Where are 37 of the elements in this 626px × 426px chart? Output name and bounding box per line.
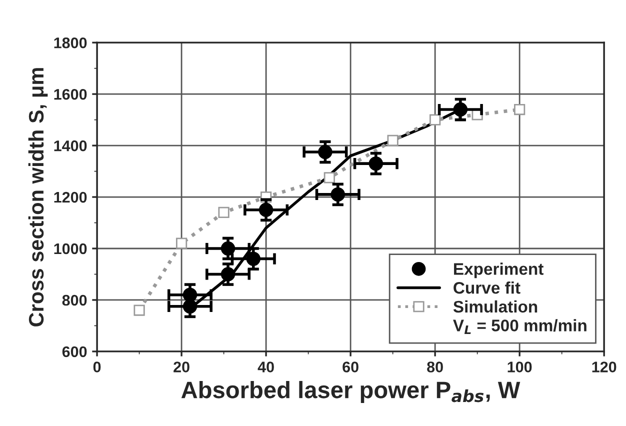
legend-label: Curve fit (454, 282, 520, 294)
legend-label: Experiment (454, 262, 544, 278)
x-axis-title: Absorbed laser power P$_{abs}$, W (181, 380, 520, 403)
point (246, 252, 260, 266)
y-tick-label: 1000 (54, 243, 87, 254)
y-tick-label: 600 (62, 346, 87, 358)
point (220, 241, 236, 256)
point (330, 187, 345, 202)
point (387, 134, 398, 146)
y-tick-label: 1800 (54, 37, 87, 48)
point (514, 104, 526, 116)
point (258, 202, 274, 218)
point (430, 114, 441, 126)
legend-label: Simulation (453, 300, 538, 313)
x-tick-label: 0 (93, 362, 101, 372)
y-tick-label: 1600 (54, 88, 87, 100)
point (453, 102, 468, 117)
point (368, 156, 384, 171)
point (324, 172, 335, 184)
x-tick-label: 80 (427, 362, 443, 372)
annotation: V$_{L}$ = 500 mm/min (453, 319, 586, 334)
point (220, 267, 236, 282)
x-tick-label: 100 (508, 362, 532, 372)
x-tick-label: 20 (174, 362, 190, 372)
y-tick-label: 1200 (54, 192, 87, 203)
point (176, 238, 188, 249)
y-tick-label: 800 (62, 294, 87, 306)
point (134, 304, 145, 316)
point (182, 299, 198, 314)
x-tick-label: 60 (342, 362, 358, 372)
y-tick-label: 1400 (54, 140, 87, 152)
point (182, 288, 198, 302)
x-tick-label: 40 (258, 362, 274, 372)
x-tick-label: 120 (592, 362, 616, 372)
y-axis-title: Cross section width S, μm (28, 68, 48, 326)
point (218, 206, 230, 218)
point (318, 144, 332, 160)
